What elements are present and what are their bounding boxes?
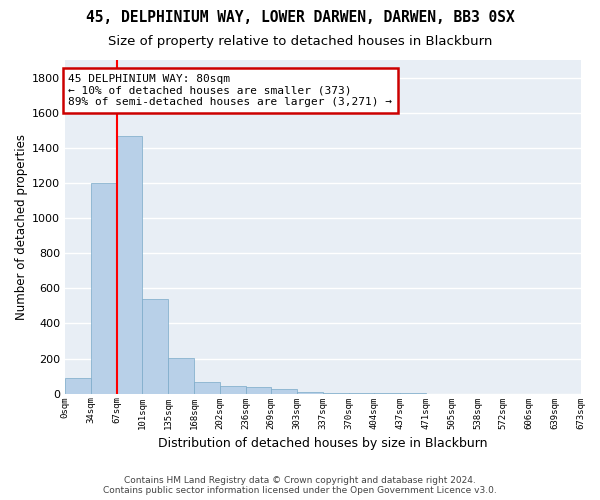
Bar (65, 378, 91, 394)
Text: 45 DELPHINIUM WAY: 80sqm
← 10% of detached houses are smaller (373)
89% of semi-: 45 DELPHINIUM WAY: 80sqm ← 10% of detach… (68, 74, 392, 107)
Bar (91, 183, 116, 394)
Bar (220, 386, 245, 394)
Bar (168, 358, 194, 394)
Bar (297, 392, 323, 394)
Y-axis label: Number of detached properties: Number of detached properties (15, 134, 28, 320)
Text: 45, DELPHINIUM WAY, LOWER DARWEN, DARWEN, BB3 0SX: 45, DELPHINIUM WAY, LOWER DARWEN, DARWEN… (86, 10, 514, 25)
Text: Contains HM Land Registry data © Crown copyright and database right 2024.
Contai: Contains HM Land Registry data © Crown c… (103, 476, 497, 495)
X-axis label: Distribution of detached houses by size in Blackburn: Distribution of detached houses by size … (158, 437, 488, 450)
Bar (245, 388, 271, 394)
Bar (142, 299, 168, 394)
Bar (271, 388, 297, 394)
Bar (194, 382, 220, 394)
Bar (116, 136, 142, 394)
Bar (323, 393, 349, 394)
Text: Size of property relative to detached houses in Blackburn: Size of property relative to detached ho… (108, 35, 492, 48)
